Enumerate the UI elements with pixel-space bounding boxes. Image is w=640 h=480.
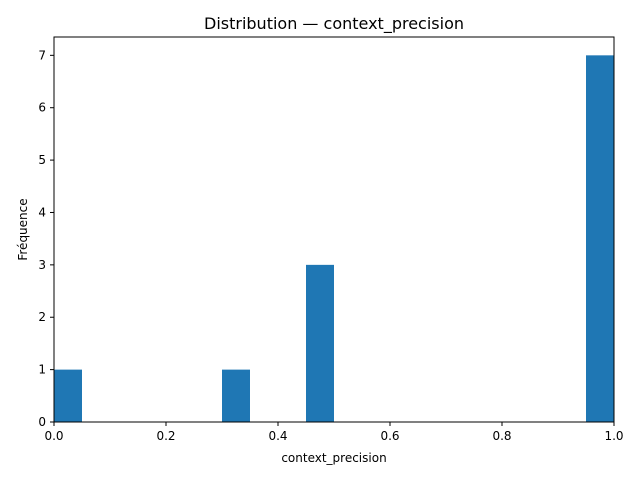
- histogram-bar-3: [586, 55, 614, 422]
- plot-frame: [53, 36, 615, 423]
- y-axis-ticks: 0 1 2 3 4 5 6 7: [38, 48, 54, 429]
- bars-group: [54, 55, 614, 422]
- histogram-bar-2: [306, 264, 334, 422]
- y-axis-label: Fréquence: [16, 198, 30, 260]
- x-tick-label-4: 0.8: [492, 429, 511, 443]
- x-tick-label-3: 0.6: [380, 429, 399, 443]
- x-tick-label-0: 0.0: [44, 429, 63, 443]
- y-tick-label-0: 0: [38, 415, 46, 429]
- y-tick-label-4: 4: [38, 205, 46, 219]
- histogram-bar-1: [222, 369, 250, 422]
- y-tick-label-3: 3: [38, 258, 46, 272]
- x-tick-label-2: 0.4: [268, 429, 287, 443]
- histogram-bar-0: [54, 369, 82, 422]
- chart-title: Distribution — context_precision: [204, 14, 464, 34]
- x-tick-label-1: 0.2: [156, 429, 175, 443]
- y-tick-label-5: 5: [38, 153, 46, 167]
- x-axis-label: context_precision: [281, 451, 386, 465]
- y-tick-label-7: 7: [38, 48, 46, 62]
- x-axis-ticks: 0.0 0.2 0.4 0.6 0.8 1.0: [44, 422, 624, 443]
- y-tick-label-6: 6: [38, 101, 46, 115]
- x-tick-label-5: 1.0: [604, 429, 623, 443]
- y-tick-label-2: 2: [38, 310, 46, 324]
- y-tick-label-1: 1: [38, 363, 46, 377]
